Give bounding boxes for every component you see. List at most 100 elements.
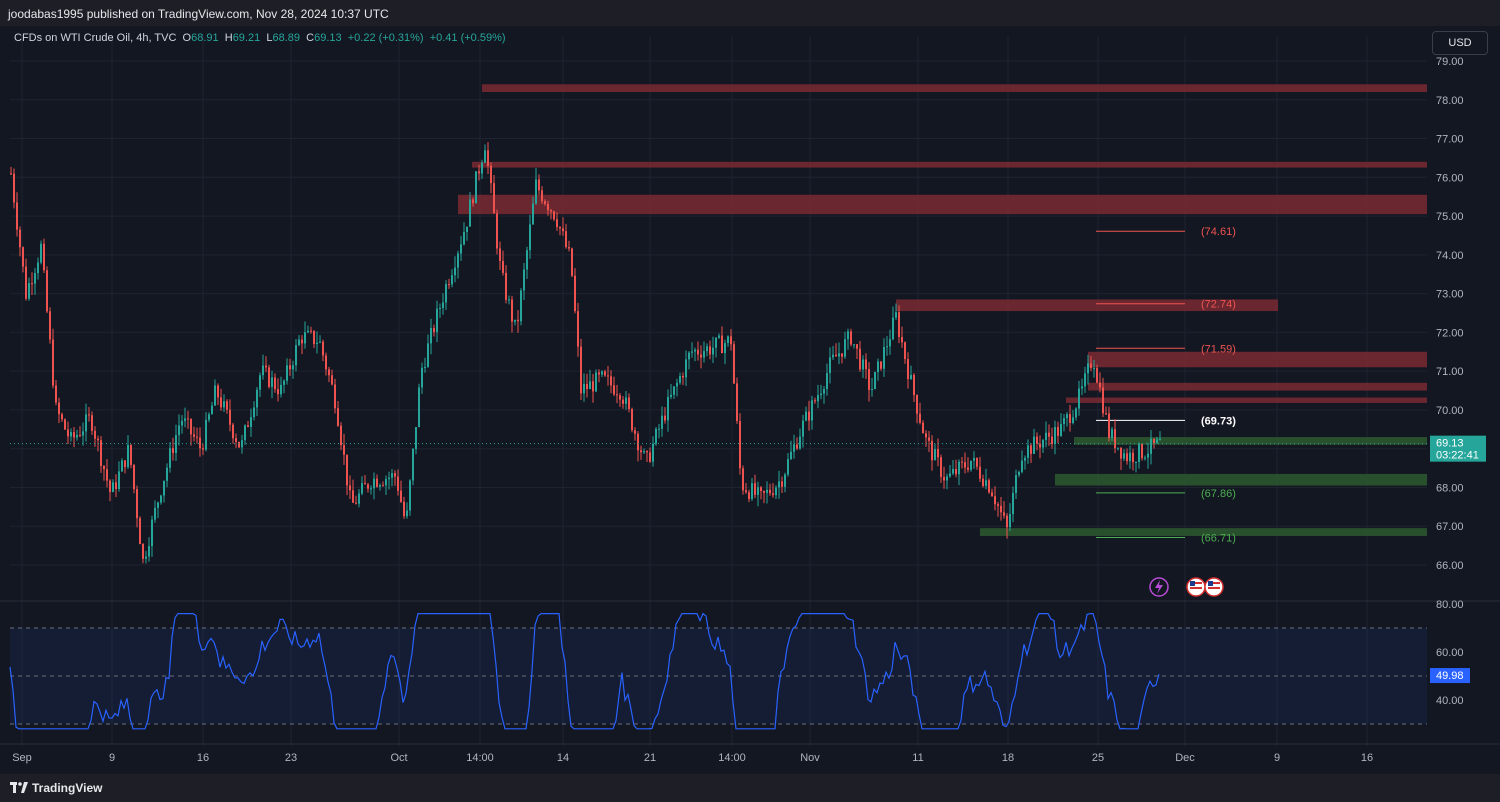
price-tick: 72.00: [1436, 327, 1464, 339]
candle-body: [286, 365, 288, 381]
candle-body: [496, 213, 498, 249]
candle-body: [448, 284, 450, 286]
candle-body: [574, 275, 576, 312]
candle-body: [412, 448, 414, 481]
candle-body: [610, 376, 612, 386]
candle-body: [202, 448, 204, 450]
candle-body: [547, 204, 549, 211]
candle-body: [637, 433, 639, 451]
candle-body: [988, 480, 990, 493]
candle-body: [994, 496, 996, 505]
rsi-band: [10, 628, 1427, 724]
rsi-tick: 80.00: [1436, 599, 1464, 611]
candle-body: [847, 331, 849, 340]
candle-body: [295, 345, 297, 366]
candle-body: [1153, 438, 1155, 444]
candle-body: [1063, 418, 1065, 424]
candle-body: [520, 290, 522, 322]
candle-body: [1024, 457, 1026, 461]
candle-body: [541, 190, 543, 202]
rsi-value: 49.98: [1436, 670, 1464, 682]
candle-body: [478, 171, 480, 174]
candle-body: [280, 384, 282, 395]
candle-body: [1147, 453, 1149, 458]
candle-body: [997, 504, 999, 506]
candle-body: [937, 449, 939, 458]
candle-body: [1099, 382, 1101, 388]
candle-body: [1012, 492, 1014, 515]
lightning-icon: [1149, 577, 1169, 597]
candle-body: [508, 299, 510, 301]
candle-body: [301, 339, 303, 344]
candle-body: [484, 150, 486, 163]
candle-body: [742, 468, 744, 491]
candle-body: [598, 372, 600, 375]
candle-body: [592, 381, 594, 392]
candle-body: [940, 457, 942, 477]
candle-body: [10, 173, 12, 175]
candle-body: [904, 342, 906, 360]
candle-body: [34, 273, 36, 284]
candle-body: [790, 451, 792, 460]
candle-body: [538, 179, 540, 191]
candle-body: [55, 385, 57, 403]
candle-body: [544, 201, 546, 205]
candle-body: [793, 444, 795, 452]
candle-body: [976, 458, 978, 467]
candle-body: [967, 467, 969, 470]
candle-body: [712, 347, 714, 355]
candle-body: [769, 489, 771, 494]
candle-body: [427, 343, 429, 367]
candle-body: [94, 430, 96, 439]
candle-body: [31, 283, 33, 285]
footer: TradingView: [0, 774, 1500, 802]
countdown-timer: 03:22:41: [1436, 450, 1479, 462]
candle-body: [1105, 413, 1107, 415]
candle-body: [250, 417, 252, 427]
candle-body: [208, 414, 210, 420]
candle-body: [43, 243, 45, 271]
candle-body: [511, 299, 513, 322]
candle-body: [526, 250, 528, 270]
candle-body: [22, 247, 24, 267]
candle-body: [718, 335, 720, 338]
candle-body: [394, 473, 396, 477]
candle-body: [205, 419, 207, 450]
candle-body: [523, 269, 525, 291]
tradingview-brand: TradingView: [32, 781, 103, 795]
candle-body: [979, 466, 981, 479]
candle-body: [613, 385, 615, 395]
candle-body: [883, 347, 885, 369]
candle-body: [808, 411, 810, 421]
currency-button[interactable]: USD: [1432, 31, 1488, 55]
candle-body: [631, 409, 633, 431]
resistance-zone: [896, 299, 1278, 312]
candle-body: [856, 344, 858, 349]
price-tick: 68.00: [1436, 482, 1464, 494]
candle-body: [517, 319, 519, 322]
price-tick: 76.00: [1436, 172, 1464, 184]
rsi-tick: 60.00: [1436, 647, 1464, 659]
time-tick: Dec: [1175, 752, 1195, 764]
time-tick: 14:00: [466, 752, 494, 764]
candle-body: [964, 462, 966, 468]
candle-body: [955, 468, 957, 475]
candle-body: [907, 359, 909, 380]
candle-body: [784, 474, 786, 487]
candle-body: [262, 365, 264, 376]
price-chart[interactable]: (74.61) (72.74) (71.59) (69.73) (67.86) (66.7…: [0, 26, 1500, 774]
candle-body: [190, 419, 192, 435]
symbol-legend: CFDs on WTI Crude Oil, 4h, TVC O68.91 H6…: [14, 32, 506, 44]
candle-body: [289, 365, 291, 370]
candle-body: [283, 380, 285, 385]
candle-body: [934, 449, 936, 461]
candle-body: [868, 369, 870, 390]
candle-body: [1150, 438, 1152, 454]
candle-body: [772, 493, 774, 496]
candle-body: [229, 409, 231, 425]
publish-info: joodabas1995 published on TradingView.co…: [8, 7, 389, 21]
candle-body: [61, 414, 63, 420]
candle-body: [457, 253, 459, 268]
candle-body: [322, 341, 324, 356]
candle-body: [778, 481, 780, 488]
